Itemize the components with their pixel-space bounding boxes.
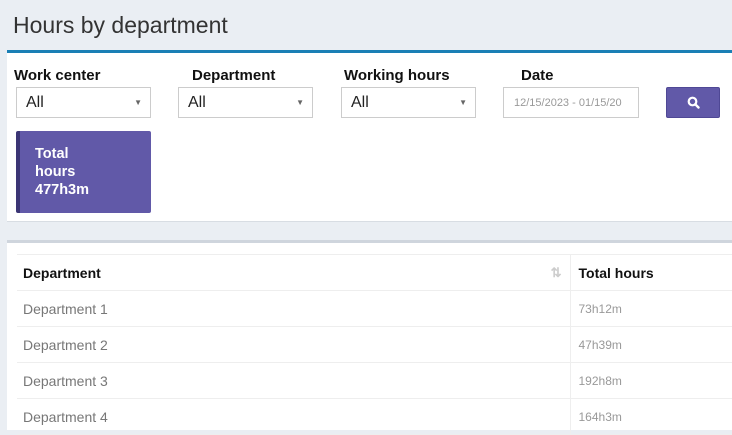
- working-hours-value: All: [351, 94, 369, 111]
- search-button[interactable]: [666, 87, 720, 118]
- page-title: Hours by department: [13, 12, 228, 38]
- hours-cell: 164h3m: [569, 398, 732, 435]
- chevron-down-icon: ▼: [459, 98, 467, 107]
- department-column-header[interactable]: Department ⇅: [17, 254, 570, 291]
- hours-cell: 73h12m: [569, 290, 732, 327]
- total-hours-label-2: hours: [35, 164, 76, 180]
- results-panel: Department ⇅ Total hours Department 1 73h1…: [7, 240, 732, 435]
- table-row: Department 4 164h3m: [17, 398, 732, 435]
- hours-cell: 192h8m: [569, 362, 732, 399]
- work-center-label: Work center: [14, 67, 101, 84]
- filter-panel: Work center Department Working hours Dat…: [7, 50, 732, 222]
- working-hours-select[interactable]: All ▼: [341, 87, 476, 118]
- department-cell: Department 4: [17, 398, 570, 435]
- department-value: All: [188, 94, 206, 111]
- department-table: Department ⇅ Total hours Department 1 73h1…: [17, 254, 732, 435]
- department-label: Department: [192, 67, 276, 84]
- department-select[interactable]: All ▼: [178, 87, 313, 118]
- total-hours-card: Total hours 477h3m: [16, 131, 151, 213]
- department-cell: Department 3: [17, 362, 570, 399]
- date-range-input[interactable]: 12/15/2023 - 01/15/20: [503, 87, 639, 118]
- total-hours-label-1: Total: [35, 146, 69, 162]
- chevron-down-icon: ▼: [296, 98, 304, 107]
- table-row: Department 3 192h8m: [17, 362, 732, 399]
- chevron-down-icon: ▼: [134, 98, 142, 107]
- date-label: Date: [521, 67, 554, 84]
- hours-cell: 47h39m: [569, 326, 732, 363]
- search-icon: [687, 96, 700, 109]
- table-row: Department 1 73h12m: [17, 290, 732, 327]
- total-hours-value: 477h3m: [35, 182, 90, 198]
- sort-icon[interactable]: ⇅: [550, 264, 562, 280]
- working-hours-label: Working hours: [344, 67, 450, 84]
- work-center-select[interactable]: All ▼: [16, 87, 151, 118]
- table-row: Department 2 47h39m: [17, 326, 732, 363]
- work-center-value: All: [26, 94, 44, 111]
- department-cell: Department 1: [17, 290, 570, 327]
- table-header: Department ⇅ Total hours: [17, 254, 732, 291]
- department-header-label: Department: [23, 264, 101, 281]
- total-hours-column-header[interactable]: Total hours: [569, 254, 732, 291]
- department-cell: Department 2: [17, 326, 570, 363]
